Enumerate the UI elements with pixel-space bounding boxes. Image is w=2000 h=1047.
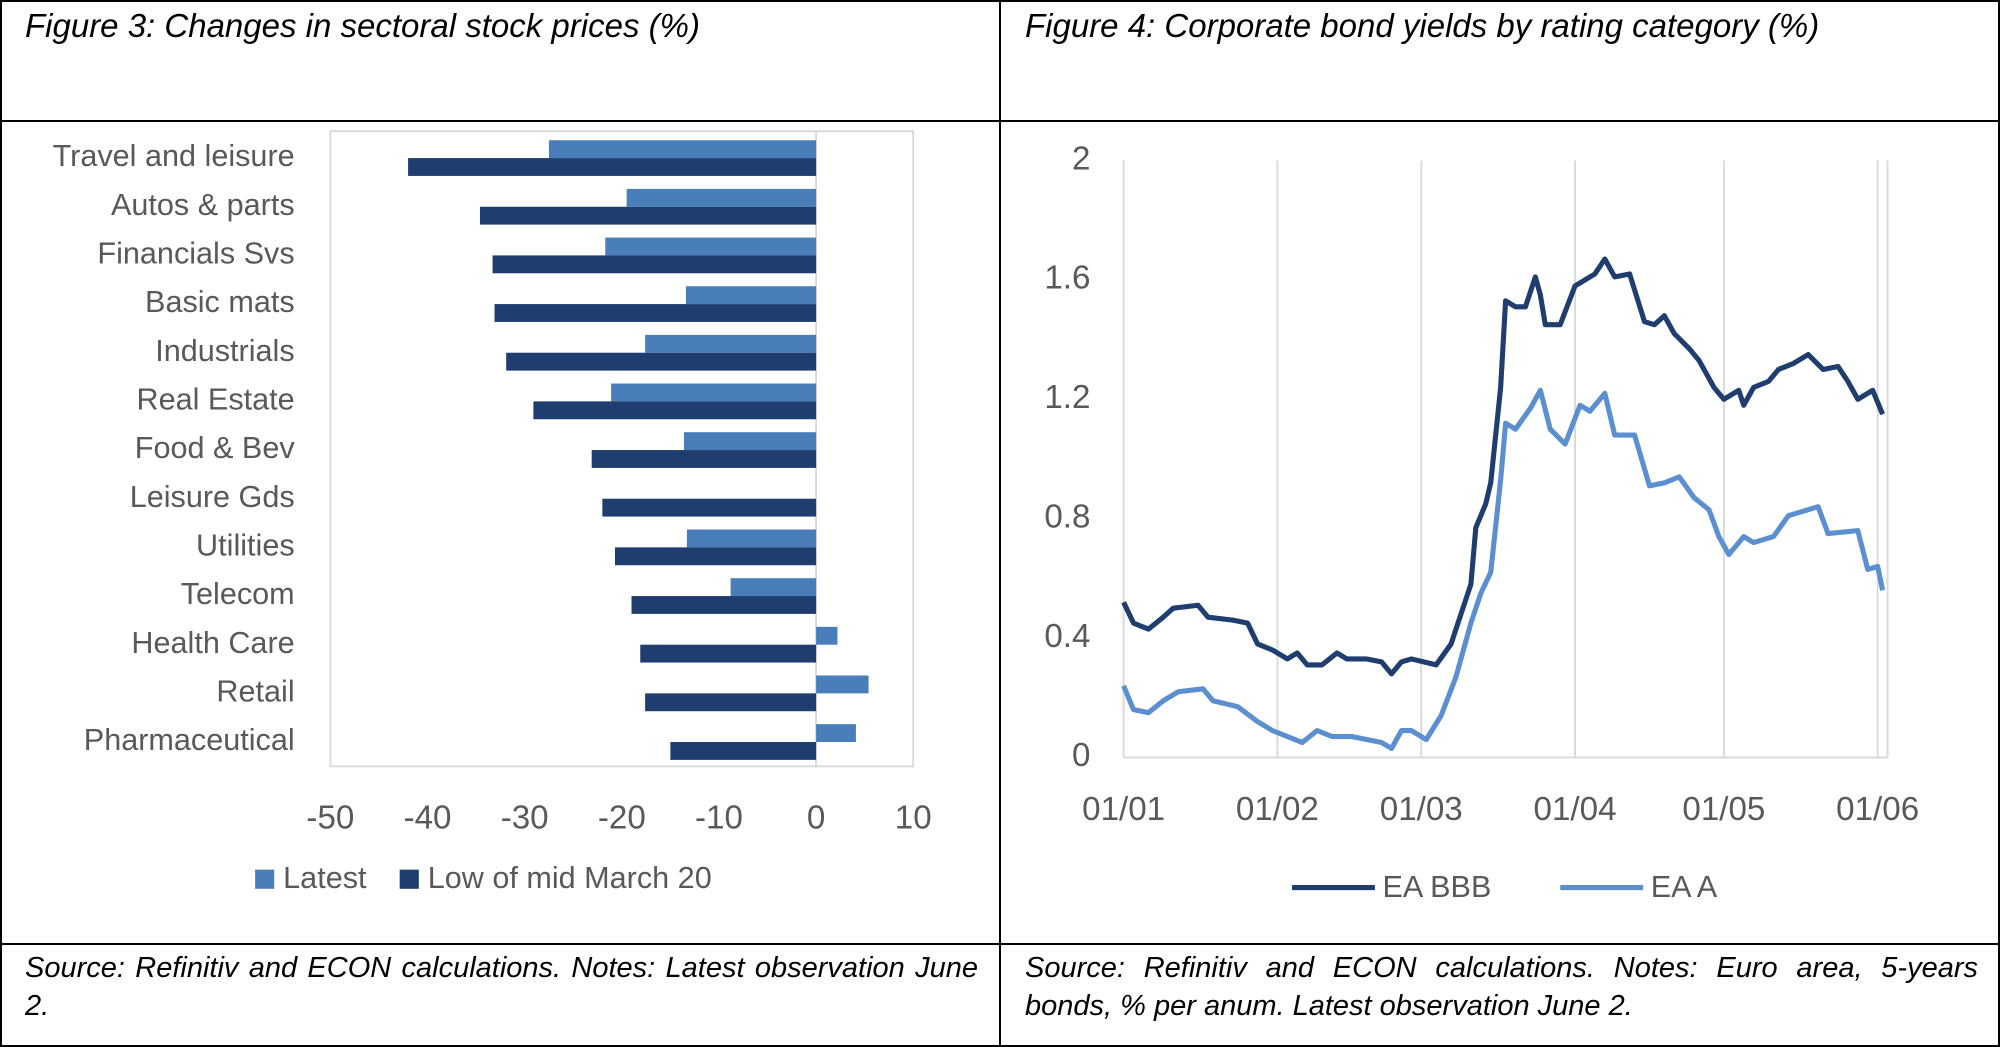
bar (645, 334, 817, 353)
x-tick-label: -10 (695, 800, 743, 837)
y-tick-label: 0 (1072, 737, 1090, 774)
x-tick-label: -40 (404, 800, 452, 837)
bar (611, 383, 817, 402)
bar-chart: -50 -40 -30 -20 -10 0 10 Travel and leisure Auto… (53, 130, 932, 895)
y-tick-label: Basic mats (145, 285, 295, 319)
y-tick-label: Industrials (155, 334, 294, 368)
x-tick-label: -30 (501, 800, 549, 837)
bar (492, 255, 817, 274)
line-series (1121, 256, 1885, 677)
legend-swatch (255, 869, 275, 889)
y-tick-label: 1.2 (1044, 379, 1090, 416)
x-tick-label: 01/05 (1682, 791, 1765, 828)
bar (506, 352, 817, 371)
bar (479, 206, 817, 225)
y-tick-label: Real Estate (137, 382, 295, 416)
x-tick-label: 0 (807, 800, 825, 837)
y-tick-label: 1.6 (1044, 260, 1090, 297)
x-tick-label: -20 (598, 800, 646, 837)
y-tick-label: Retail (216, 674, 294, 708)
bar (816, 724, 856, 743)
bar (408, 158, 817, 176)
x-tick-label: 10 (895, 800, 932, 837)
y-tick-label: Travel and leisure (53, 139, 295, 173)
bar (615, 547, 817, 566)
y-tick-label: 0.8 (1044, 498, 1090, 535)
bar (591, 450, 817, 468)
legend-label: EA BBB (1383, 870, 1492, 904)
legend-label: Latest (283, 861, 367, 895)
x-tick-label: 01/01 (1082, 791, 1165, 828)
bar (686, 529, 817, 548)
x-tick-label: -50 (306, 800, 354, 837)
bar (602, 498, 817, 517)
x-tick-label: 01/03 (1380, 791, 1463, 828)
line-series (1121, 387, 1886, 752)
bar (670, 742, 817, 760)
bar (685, 286, 817, 305)
y-tick-label: 0.4 (1044, 618, 1090, 655)
y-tick-label: Leisure Gds (130, 480, 295, 514)
bar (626, 188, 817, 207)
y-tick-label: Health Care (131, 626, 294, 660)
legend-label: Low of mid March 20 (428, 861, 712, 895)
legend-swatch (399, 869, 419, 889)
figure-title: Figure 3: Changes in sectoral stock pric… (25, 7, 700, 44)
bar (816, 626, 838, 645)
bar (730, 578, 817, 597)
bar (494, 304, 817, 322)
y-tick-label: Autos & parts (111, 188, 295, 222)
bar (533, 401, 817, 420)
legend-label: EA A (1651, 870, 1718, 904)
y-tick-label: Pharmaceutical (84, 723, 295, 757)
plot-frame (329, 130, 915, 768)
bar (548, 140, 817, 159)
y-tick-label: Food & Bev (135, 431, 296, 465)
column-divider (999, 0, 1001, 1047)
bar (816, 675, 869, 694)
bar (645, 693, 817, 712)
figure-source: Source: Refinitiv and ECON calculations.… (25, 952, 978, 1022)
bar (683, 432, 817, 451)
x-tick-label: 01/02 (1236, 791, 1319, 828)
figure-title: Figure 4: Corporate bond yields by ratin… (1025, 7, 1820, 44)
y-tick-label: 2 (1072, 140, 1090, 177)
bar (605, 237, 817, 256)
bar (640, 644, 817, 663)
x-tick-label: 01/06 (1836, 791, 1919, 828)
line-chart: 01/01 01/02 01/03 01/04 01/05 01/06 0 0.4 0.8 1.2… (1044, 140, 1919, 904)
figure-source: Source: Refinitiv and ECON calculations.… (1025, 952, 1978, 1022)
x-tick-label: 01/04 (1534, 791, 1617, 828)
bar (631, 596, 817, 614)
y-tick-label: Telecom (181, 577, 295, 611)
y-tick-label: Financials Svs (97, 236, 294, 270)
y-tick-label: Utilities (196, 528, 295, 562)
